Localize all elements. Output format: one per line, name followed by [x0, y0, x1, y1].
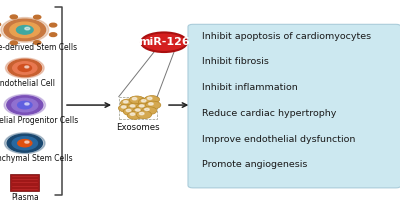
Circle shape: [118, 104, 134, 112]
Text: miR-126: miR-126: [138, 37, 190, 47]
Circle shape: [130, 113, 135, 115]
Circle shape: [4, 19, 46, 41]
Circle shape: [16, 26, 33, 34]
Circle shape: [50, 33, 57, 36]
Text: Endothelial Progenitor Cells: Endothelial Progenitor Cells: [0, 116, 78, 125]
Circle shape: [138, 98, 154, 106]
Circle shape: [148, 97, 152, 99]
Circle shape: [13, 62, 37, 74]
Circle shape: [25, 103, 29, 105]
Text: Reduce cardiac hypertrophy: Reduce cardiac hypertrophy: [202, 109, 336, 118]
Circle shape: [136, 111, 152, 119]
Circle shape: [132, 107, 148, 115]
Circle shape: [140, 112, 144, 115]
Circle shape: [7, 96, 43, 114]
Circle shape: [7, 134, 42, 152]
Circle shape: [127, 103, 142, 111]
Circle shape: [0, 33, 1, 37]
Circle shape: [18, 101, 32, 109]
Circle shape: [146, 101, 161, 109]
Text: Inhibit apoptosis of cardiomyocytes: Inhibit apoptosis of cardiomyocytes: [202, 32, 371, 41]
Text: Inhibit inflammation: Inhibit inflammation: [202, 83, 297, 92]
Text: Plasma: Plasma: [11, 193, 39, 202]
Circle shape: [140, 105, 144, 107]
Circle shape: [145, 108, 149, 111]
Circle shape: [149, 103, 153, 105]
Ellipse shape: [141, 33, 187, 52]
Circle shape: [0, 23, 1, 26]
Circle shape: [127, 111, 142, 119]
Circle shape: [120, 99, 136, 107]
Circle shape: [25, 27, 30, 30]
Circle shape: [25, 66, 29, 68]
Text: Promote angiogenesis: Promote angiogenesis: [202, 160, 307, 169]
Circle shape: [132, 98, 137, 100]
Text: Inhibit fibrosis: Inhibit fibrosis: [202, 57, 268, 66]
Circle shape: [142, 107, 157, 115]
Circle shape: [130, 105, 135, 107]
Circle shape: [12, 98, 38, 112]
Circle shape: [122, 106, 126, 108]
Circle shape: [18, 64, 32, 71]
Text: Improve endothelial dysfunction: Improve endothelial dysfunction: [202, 135, 355, 144]
Circle shape: [126, 109, 131, 112]
Circle shape: [4, 133, 45, 154]
Text: Mesenchymal Stem Cells: Mesenchymal Stem Cells: [0, 154, 73, 163]
Circle shape: [10, 15, 17, 19]
Circle shape: [34, 15, 41, 19]
Text: Endothelial Cell: Endothelial Cell: [0, 79, 55, 88]
Circle shape: [34, 41, 41, 44]
FancyBboxPatch shape: [188, 24, 400, 188]
Circle shape: [4, 94, 46, 116]
Circle shape: [136, 109, 140, 111]
Circle shape: [1, 18, 49, 42]
Circle shape: [18, 139, 32, 147]
FancyBboxPatch shape: [10, 173, 39, 191]
Circle shape: [123, 108, 138, 116]
Circle shape: [129, 96, 144, 104]
Circle shape: [136, 103, 152, 111]
Circle shape: [6, 58, 44, 78]
Circle shape: [142, 100, 146, 102]
Text: Adipose-derived Stem Cells: Adipose-derived Stem Cells: [0, 43, 77, 52]
Circle shape: [10, 22, 40, 37]
Circle shape: [50, 23, 57, 27]
Circle shape: [144, 96, 160, 103]
Circle shape: [8, 59, 42, 77]
Text: Exosomes: Exosomes: [116, 123, 160, 132]
Circle shape: [12, 137, 38, 150]
Circle shape: [10, 41, 17, 45]
Circle shape: [25, 141, 29, 143]
Circle shape: [124, 101, 128, 103]
